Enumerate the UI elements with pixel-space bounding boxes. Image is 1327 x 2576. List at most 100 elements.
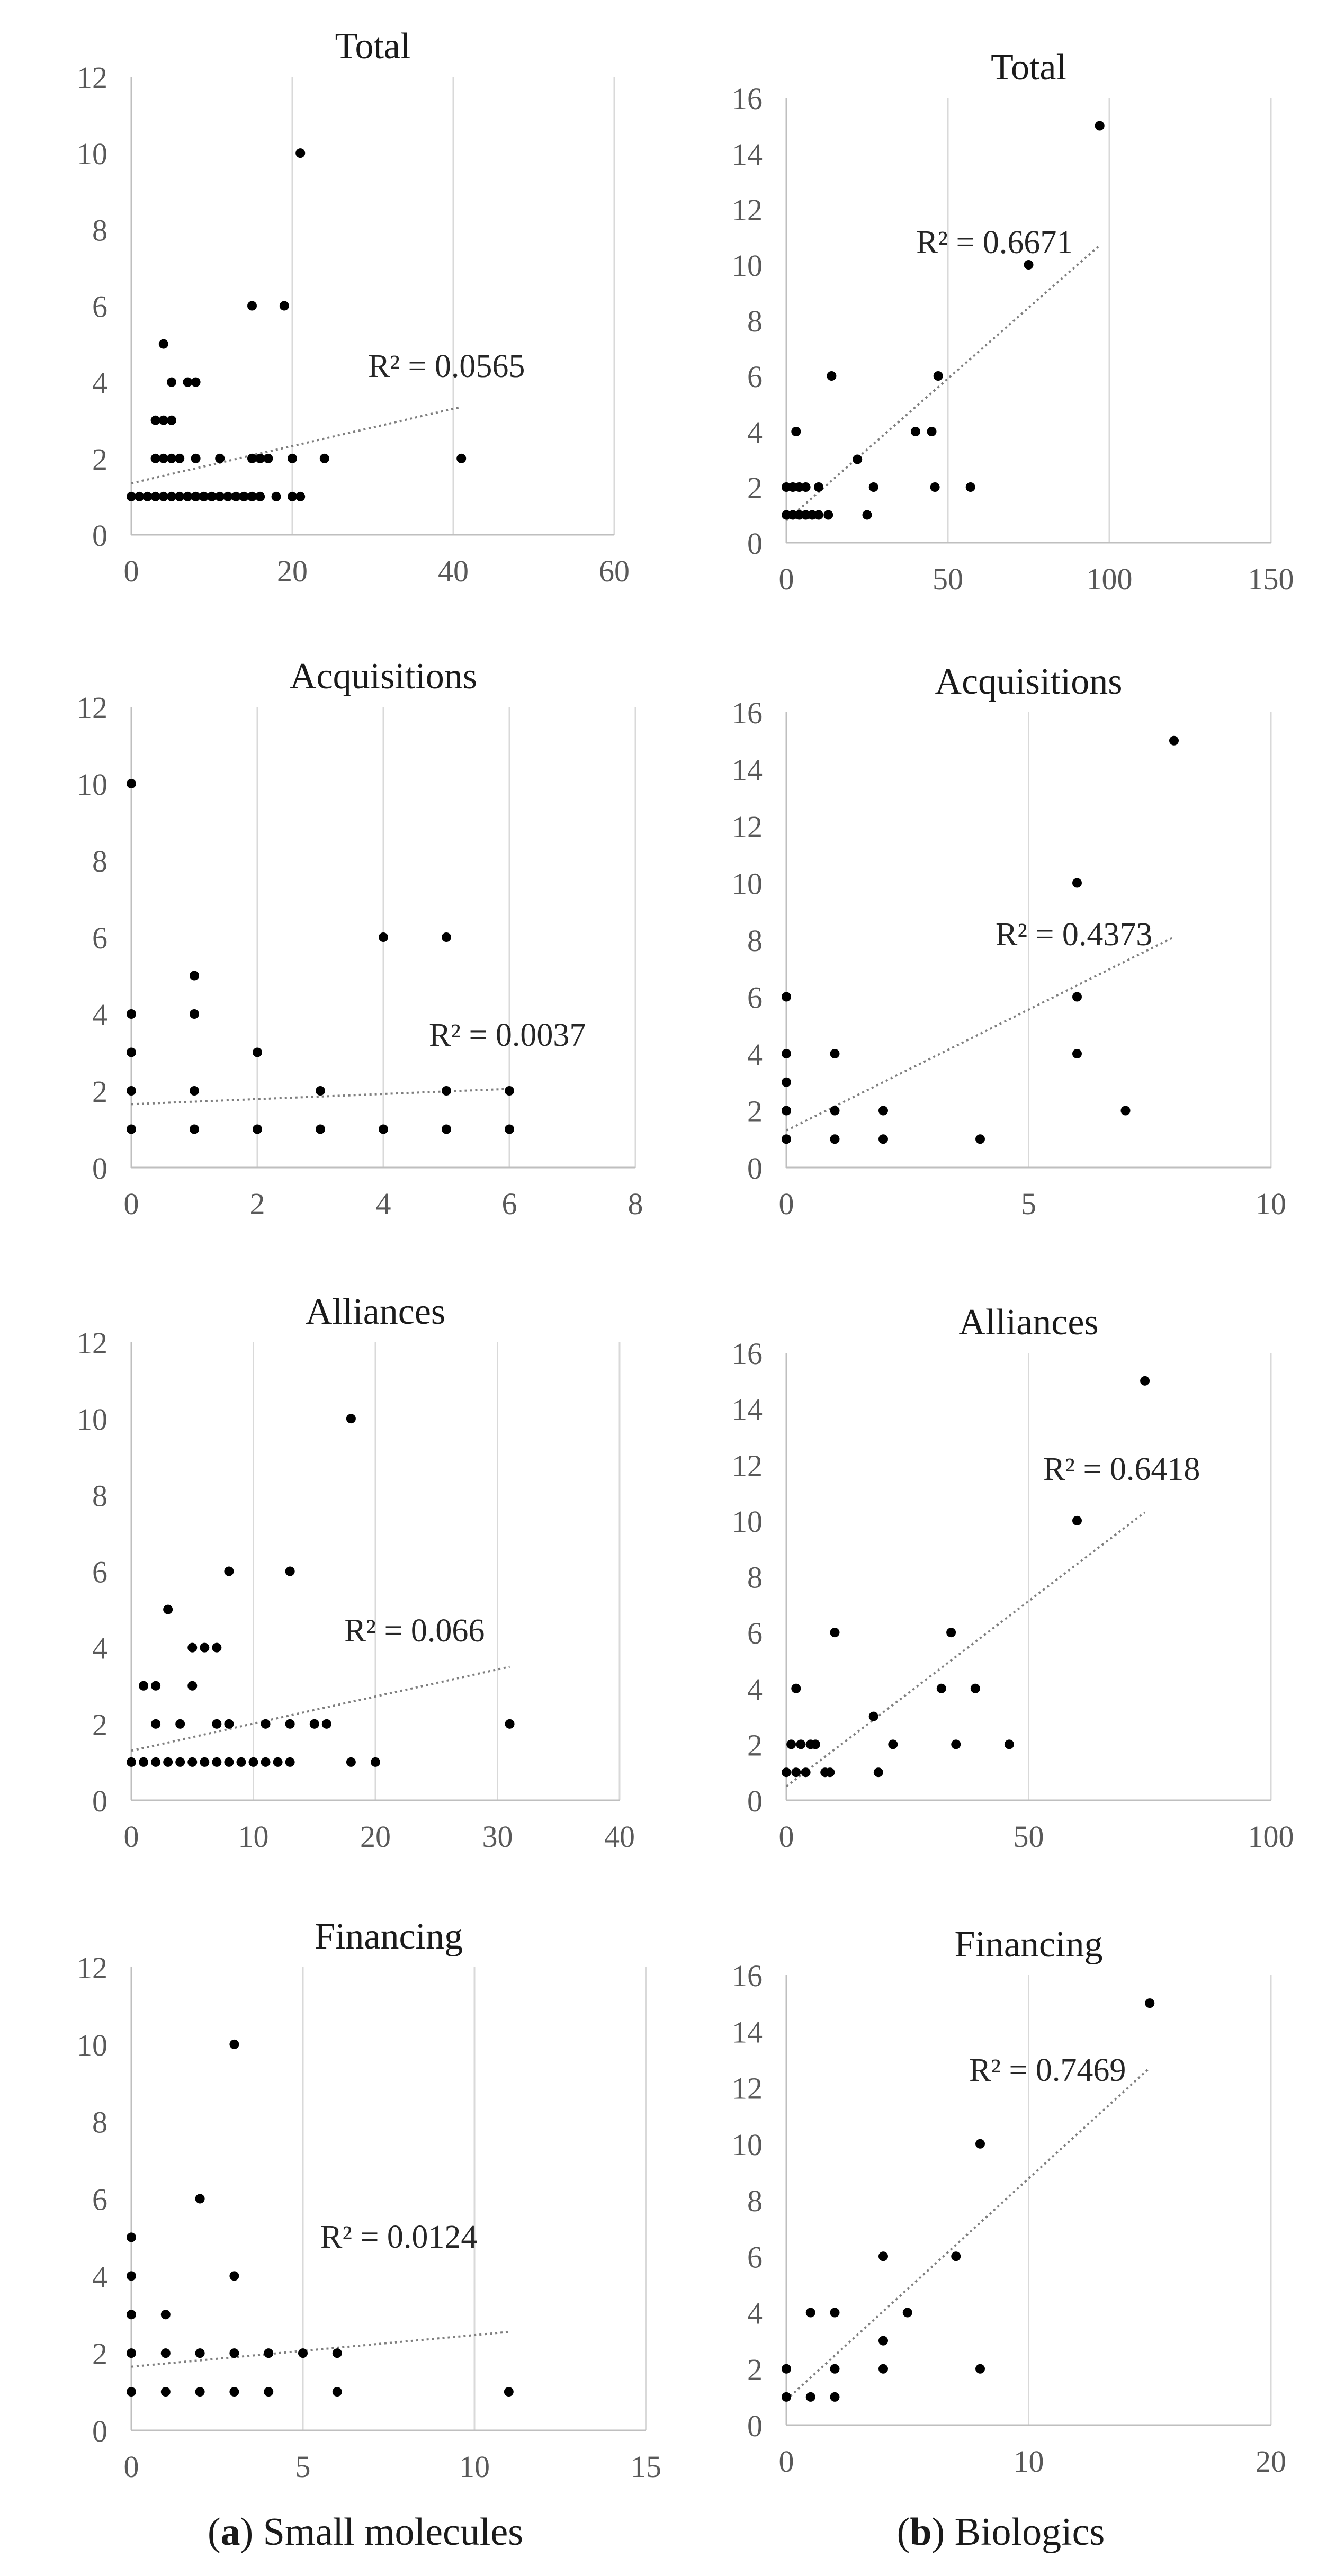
data-point <box>1004 1739 1014 1749</box>
data-point <box>264 2387 274 2397</box>
data-point <box>264 2348 274 2358</box>
x-tick-label: 10 <box>1014 2444 1044 2479</box>
data-point <box>782 992 791 1002</box>
data-point <box>285 1757 295 1767</box>
data-point <box>191 453 201 463</box>
y-tick-label: 2 <box>92 1708 107 1742</box>
y-tick-label: 12 <box>77 690 107 725</box>
data-point <box>346 1757 356 1767</box>
data-point <box>805 2392 815 2402</box>
x-tick-label: 0 <box>124 2449 139 2484</box>
data-point <box>965 482 975 492</box>
data-point <box>1095 121 1105 131</box>
data-point <box>175 491 185 501</box>
data-point <box>319 453 329 463</box>
y-tick-label: 0 <box>747 1151 763 1186</box>
scatter-chart-a-alliances: Alliances 0 2 4 6 8 10 12 0 10 20 30 40 R² = 0.066 <box>77 1291 635 1854</box>
y-tick-label: 8 <box>747 923 763 958</box>
data-point <box>830 1049 840 1058</box>
data-point <box>224 1566 234 1576</box>
x-tick-label: 100 <box>1248 1819 1294 1854</box>
y-tick-label: 0 <box>92 1151 107 1186</box>
data-point <box>151 1757 161 1767</box>
data-point <box>231 491 241 501</box>
data-point <box>295 491 306 501</box>
data-point <box>1140 1376 1150 1386</box>
data-point <box>801 1767 811 1778</box>
data-point <box>814 510 823 520</box>
data-point <box>868 1711 878 1721</box>
y-tick-label: 10 <box>77 767 107 802</box>
scatter-chart-a-acquisitions: Acquisitions 0 2 4 6 8 10 12 0 2 4 6 8 R² = 0.0037 <box>77 656 643 1221</box>
x-tick-label: 5 <box>1021 1187 1036 1221</box>
data-point <box>442 932 451 942</box>
data-point <box>1120 1106 1131 1116</box>
r-squared-label: R² = 0.6418 <box>1043 1451 1200 1487</box>
data-point <box>505 1124 514 1134</box>
y-tick-label: 14 <box>732 2015 763 2049</box>
data-point <box>127 2271 136 2281</box>
y-tick-label: 16 <box>732 82 763 116</box>
data-point <box>288 491 297 501</box>
y-tick-label: 2 <box>92 442 107 477</box>
data-point <box>236 1757 246 1767</box>
data-point <box>830 2392 840 2402</box>
x-tick-label: 0 <box>779 562 794 596</box>
data-point <box>279 301 289 311</box>
data-point <box>371 1757 380 1767</box>
chart-title: Financing <box>315 1916 463 1957</box>
y-tick-label: 8 <box>747 304 763 338</box>
y-tick-label: 12 <box>77 1326 107 1360</box>
x-tick-label: 50 <box>933 562 963 596</box>
data-point <box>187 1642 198 1653</box>
x-tick-label: 15 <box>631 2449 661 2484</box>
trendline <box>785 1511 1146 1788</box>
data-point <box>321 1719 331 1729</box>
data-point <box>158 415 168 425</box>
data-point <box>224 1757 234 1767</box>
y-tick-label: 8 <box>747 1560 763 1595</box>
data-point <box>127 2387 136 2397</box>
x-tick-label: 0 <box>124 1187 139 1221</box>
data-point <box>200 1757 210 1767</box>
trendline <box>785 244 1101 522</box>
data-point <box>951 1739 961 1749</box>
chart-title: Alliances <box>306 1291 445 1332</box>
data-point <box>167 453 176 463</box>
data-point <box>332 2387 342 2397</box>
y-tick-label: 10 <box>732 2128 763 2162</box>
data-point <box>801 482 811 492</box>
data-point <box>791 1683 801 1693</box>
x-tick-label: 0 <box>779 1187 794 1221</box>
data-point <box>127 2232 136 2242</box>
y-tick-label: 6 <box>747 2240 763 2274</box>
data-point <box>862 510 872 520</box>
data-point <box>951 2251 961 2261</box>
data-point <box>263 453 273 463</box>
data-point <box>175 1757 185 1767</box>
data-point <box>150 491 160 501</box>
data-point <box>151 1681 161 1691</box>
y-tick-label: 10 <box>732 867 763 901</box>
y-tick-label: 0 <box>92 518 107 553</box>
data-point <box>167 491 176 501</box>
data-point <box>261 1719 271 1729</box>
y-tick-label: 6 <box>747 981 763 1015</box>
data-point <box>195 2348 205 2358</box>
data-point <box>285 1719 295 1729</box>
data-point <box>139 1757 149 1767</box>
x-tick-label: 40 <box>604 1819 635 1854</box>
y-tick-label: 2 <box>92 2337 107 2371</box>
y-tick-label: 10 <box>77 137 107 171</box>
data-point <box>830 1134 840 1144</box>
x-tick-label: 40 <box>438 554 469 588</box>
chart-title: Acquisitions <box>935 661 1123 702</box>
data-point <box>1072 878 1082 888</box>
data-point <box>273 1757 283 1767</box>
data-point <box>830 2364 840 2374</box>
y-tick-label: 12 <box>732 193 763 227</box>
data-point <box>285 1566 295 1576</box>
x-tick-label: 150 <box>1248 562 1294 596</box>
data-point <box>505 1086 514 1096</box>
data-point <box>150 415 160 425</box>
